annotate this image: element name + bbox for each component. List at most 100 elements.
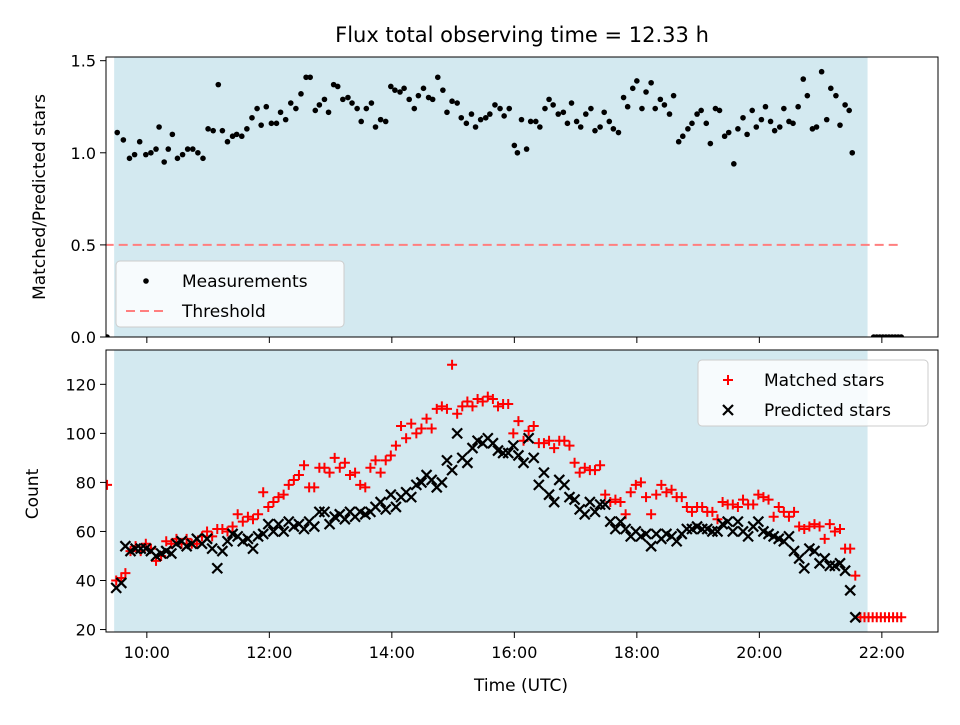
measurement-point (189, 146, 196, 152)
matched-star-point (666, 484, 677, 495)
measurement-point (165, 146, 172, 152)
matched-star-point (589, 465, 600, 476)
measurement-point (828, 85, 834, 92)
x-tick-label: 22:00 (859, 643, 905, 662)
predicted-star-point (129, 542, 142, 555)
matched-star-point (686, 506, 697, 517)
measurement-point (707, 140, 714, 147)
measurement-point (670, 92, 677, 99)
measurement-point (675, 138, 682, 145)
legend: Measurements Threshold (115, 260, 345, 328)
measurement-point (762, 103, 769, 110)
measurement-point (153, 146, 159, 152)
measurement-point (898, 334, 905, 337)
matched-star-point (191, 538, 202, 549)
measurement-point (224, 138, 231, 145)
predicted-star-point (415, 476, 428, 489)
measurement-point (744, 131, 750, 138)
predicted-star-point (614, 515, 627, 528)
matched-star-point (549, 443, 560, 454)
x-axis-label: Time (UTC) (473, 676, 568, 696)
matched-star-point (482, 391, 493, 402)
measurement-point (444, 109, 450, 116)
matched-star-point (819, 533, 830, 544)
predicted-star-point (604, 515, 617, 528)
plot-frame (105, 56, 939, 338)
matched-star-point (426, 423, 437, 434)
measurement-point (298, 91, 304, 97)
matched-star-point (385, 450, 396, 461)
predicted-star-point (783, 530, 795, 543)
measurement-point (629, 85, 636, 92)
matched-star-point (661, 487, 672, 498)
measurement-point (200, 155, 206, 162)
measurement-point (492, 102, 498, 108)
measurement-point (795, 103, 801, 110)
matched-star-point (727, 499, 738, 510)
predicted-star-point (390, 501, 402, 513)
x-tick-label: 14:00 (369, 643, 415, 662)
matched-star-point (202, 526, 213, 537)
matched-star-point (406, 418, 417, 429)
matched-star-point (610, 494, 621, 505)
measurement-point (813, 124, 820, 130)
measurement-point (233, 131, 240, 138)
predicted-star-point (379, 503, 392, 516)
predicted-star-point (323, 518, 336, 530)
matched-star-point (508, 428, 519, 439)
measurement-point (511, 142, 518, 149)
measurement-point (219, 127, 226, 134)
predicted-star-point (727, 525, 739, 538)
measurement-point (771, 127, 778, 134)
matched-star-point (615, 497, 626, 508)
measurement-point (818, 68, 825, 75)
matched-star-point (569, 457, 580, 468)
matched-star-point (768, 511, 779, 522)
measurement-point (685, 126, 691, 132)
matched-star-point (319, 462, 330, 473)
measurement-point (564, 120, 571, 127)
measurement-point (169, 131, 176, 138)
y-tick-label: 1.0 (71, 144, 96, 163)
predicted-star-point (584, 496, 596, 508)
measurement-point (634, 78, 640, 84)
measurement-point (648, 79, 654, 86)
matched-star-point (248, 514, 259, 525)
matched-star-point (472, 394, 483, 405)
matched-star-point (503, 398, 514, 409)
predicted-star-point (522, 432, 535, 445)
measurement-point (372, 124, 379, 130)
predicted-star-point (589, 506, 601, 518)
matched-star-point (380, 455, 391, 466)
matched-star-point (309, 482, 320, 493)
measurement-point (377, 116, 384, 123)
matched-star-point (431, 403, 442, 414)
measurement-point (434, 74, 441, 81)
measurement-point (577, 124, 584, 130)
matched-star-point (457, 401, 468, 412)
measurement-point (401, 85, 407, 92)
predicted-star-point (206, 542, 218, 555)
measurement-point (588, 105, 594, 112)
matched-star-point (646, 509, 657, 520)
measurement-point (753, 124, 760, 130)
measurement-point (532, 118, 539, 125)
legend-label: Threshold (181, 302, 266, 322)
matched-star-point (758, 492, 769, 503)
measurement-point (358, 118, 365, 125)
measurement-point (429, 96, 436, 103)
predicted-star-point (696, 523, 708, 535)
predicted-star-point (115, 577, 128, 589)
measurement-point (689, 120, 695, 127)
matched-star-point (717, 497, 728, 508)
matched-star-point (523, 425, 534, 436)
measurement-point (643, 89, 649, 95)
matched-star-point (106, 479, 113, 490)
matched-star-point (564, 440, 575, 451)
matched-star-point (732, 501, 743, 512)
measurement-point (568, 100, 575, 106)
matched-star-point (350, 467, 361, 478)
measurement-point (345, 94, 351, 101)
measurement-point (215, 81, 222, 88)
matched-star-point (630, 479, 641, 490)
